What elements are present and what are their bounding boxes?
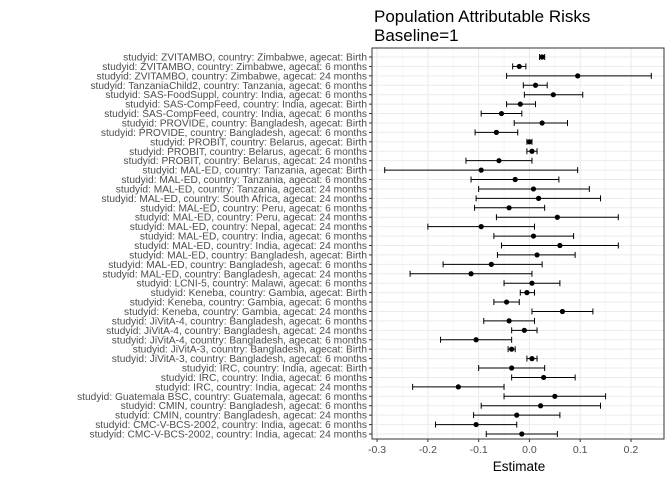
estimate-points (455, 54, 581, 437)
y-tick-label: studyid: PROBIT, country: Belarus, ageca… (124, 156, 367, 167)
x-tick-label: -0.1 (470, 444, 488, 456)
y-tick-label: studyid: SAS-CompFeed, country: India, a… (125, 100, 367, 111)
y-tick-label: studyid: Guatemala BSC, country: Guatema… (77, 392, 367, 403)
estimate-point (506, 318, 512, 324)
estimate-point (559, 308, 566, 315)
estimate-point (468, 271, 474, 277)
x-axis-title: Estimate (493, 459, 546, 474)
y-tick-label: studyid: MAL-ED, country: Nepal, agecat:… (130, 222, 367, 233)
estimate-point (493, 129, 500, 135)
estimate-point (509, 346, 515, 352)
y-tick-label: studyid: MAL-ED, country: Bangladesh, ag… (103, 269, 367, 280)
estimate-point (530, 186, 537, 192)
estimate-point (539, 120, 545, 126)
y-axis-ticks (369, 56, 372, 435)
chart-title-line-2: Baseline=1 (374, 26, 459, 45)
y-axis-labels: studyid: ZVITAMBO, country: Zimbabwe, ag… (77, 53, 367, 441)
estimate-point (550, 92, 556, 98)
x-axis-ticks (376, 439, 632, 442)
y-tick-label: studyid: MAL-ED, country: Peru, agecat: … (135, 213, 367, 224)
y-tick-label: studyid: CMC-V-BCS-2002, country: India,… (95, 420, 367, 431)
y-tick-label: studyid: MAL-ED, country: Tanzania, agec… (142, 166, 367, 177)
estimate-point (530, 233, 537, 239)
x-tick-label: 0.2 (624, 444, 639, 456)
chart-title-line-1: Population Attributable Risks (374, 7, 590, 26)
estimate-point (517, 101, 523, 107)
estimate-point (539, 54, 545, 60)
estimate-point (498, 110, 505, 117)
estimate-point (532, 82, 539, 88)
estimate-point (488, 261, 494, 267)
y-tick-label: studyid: CMC-V-BCS-2002, country: India,… (90, 430, 367, 441)
y-tick-label: studyid: IRC, country: India, agecat: 6 … (161, 373, 367, 384)
estimate-point (552, 393, 558, 399)
y-tick-label: studyid: ZVITAMBO, country: Zimbabwe, ag… (102, 62, 367, 73)
y-tick-label: studyid: MAL-ED, country: Bangladesh, ag… (129, 250, 367, 261)
estimate-point (506, 205, 512, 211)
y-tick-label: studyid: PROVIDE, country: Bangladesh, a… (101, 128, 367, 139)
y-tick-label: studyid: PROBIT, country: Belarus, ageca… (129, 147, 367, 158)
estimate-point (473, 421, 479, 428)
estimate-point (524, 290, 530, 296)
y-tick-label: studyid: JiVitA-4, country: Bangladesh, … (112, 316, 367, 327)
x-tick-label: -0.2 (419, 444, 437, 456)
y-tick-label: studyid: MAL-ED, country: India, agecat:… (134, 241, 367, 252)
estimate-point (478, 224, 484, 230)
y-tick-label: studyid: MAL-ED, country: Peru, agecat: … (141, 203, 368, 214)
y-tick-label: studyid: ZVITAMBO, country: Zimbabwe, ag… (123, 53, 367, 64)
y-tick-label: studyid: PROBIT, country: Belarus, ageca… (150, 137, 367, 148)
estimate-point (521, 327, 527, 333)
y-tick-label: studyid: IRC, country: India, agecat: 24… (155, 382, 367, 393)
estimate-point (554, 214, 560, 220)
y-tick-label: studyid: JiVitA-4, country: Bangladesh, … (112, 335, 367, 346)
y-tick-label: studyid: JiVitA-3, country: Bangladesh, … (112, 354, 367, 365)
estimate-point (514, 412, 520, 418)
y-tick-label: studyid: LCNI-5, country: Malawi, agecat… (137, 279, 367, 290)
y-tick-label: studyid: MAL-ED, country: India, agecat:… (140, 232, 367, 243)
estimate-point (496, 158, 502, 164)
estimate-point (526, 139, 533, 145)
estimate-point (534, 252, 540, 258)
x-tick-label: -0.3 (368, 444, 386, 456)
y-tick-label: studyid: SAS-FoodSuppl, country: India, … (105, 90, 367, 101)
estimate-point (529, 356, 535, 362)
estimate-point (529, 148, 535, 154)
y-tick-label: studyid: IRC, country: India, agecat: Bi… (182, 364, 367, 375)
y-tick-label: studyid: Keneba, country: Gambia, agecat… (124, 307, 367, 318)
y-tick-label: studyid: ZVITAMBO, country: Zimbabwe, ag… (97, 71, 367, 82)
estimate-point (529, 280, 535, 286)
y-tick-label: studyid: JiVitA-4, country: Bangladesh, … (106, 326, 367, 337)
estimate-point (575, 73, 581, 79)
estimate-point (519, 431, 525, 437)
y-tick-label: studyid: TanzaniaChild2, country: Tanzan… (90, 81, 367, 92)
y-tick-label: studyid: Keneba, country: Gambia, agecat… (130, 298, 367, 309)
grid-lines (372, 48, 664, 439)
estimate-point (537, 403, 544, 409)
y-tick-label: studyid: PROVIDE, country: Bangladesh, a… (122, 118, 367, 129)
y-tick-label: studyid: MAL-ED, country: South Africa, … (101, 194, 367, 205)
y-tick-label: studyid: CMIN, country: Bangladesh, agec… (115, 411, 367, 422)
y-tick-label: studyid: MAL-ED, country: Bangladesh, ag… (108, 260, 367, 271)
estimate-point (541, 374, 547, 381)
estimate-point (557, 242, 563, 249)
estimate-point (509, 365, 515, 371)
estimate-point (516, 63, 522, 70)
estimate-point (473, 337, 479, 343)
y-tick-label: studyid: JiVitA-3, country: Bangladesh, … (133, 345, 367, 356)
estimate-point (512, 176, 518, 183)
x-tick-label: 0.0 (522, 444, 537, 456)
y-tick-label: studyid: SAS-CompFeed, country: India, a… (104, 109, 367, 120)
y-tick-label: studyid: MAL-ED, country: Tanzania, agec… (121, 175, 367, 186)
x-tick-label: 0.1 (573, 444, 588, 456)
estimate-point (478, 167, 484, 173)
estimate-point (455, 384, 461, 390)
y-tick-label: studyid: Keneba, country: Gambia, agecat… (151, 288, 367, 299)
estimate-point (535, 195, 542, 201)
estimate-point (503, 299, 510, 305)
y-tick-label: studyid: MAL-ED, country: Tanzania, agec… (116, 184, 367, 195)
x-axis-tick-labels: -0.3 -0.2 -0.1 0.0 0.1 0.2 (368, 444, 638, 456)
panel-border (371, 47, 665, 440)
y-tick-label: studyid: CMIN, country: Bangladesh, agec… (121, 401, 367, 412)
